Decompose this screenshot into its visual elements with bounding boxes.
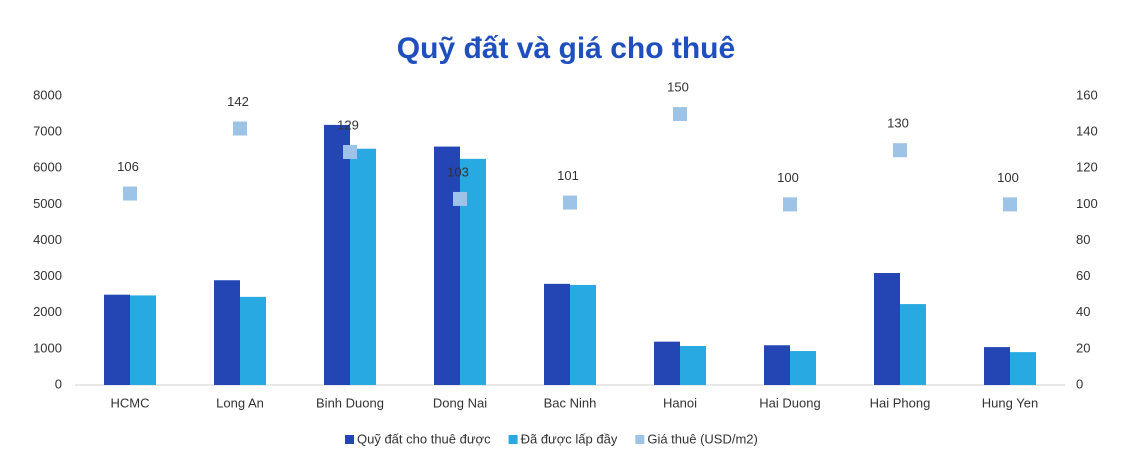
- marker: [343, 144, 357, 159]
- bar: [790, 351, 816, 385]
- y-tick-label: 3000: [33, 268, 62, 283]
- bar: [680, 345, 706, 385]
- y-tick-label: 7000: [33, 124, 62, 139]
- bar: [324, 124, 350, 386]
- data-label: 129: [337, 117, 359, 132]
- marker: [893, 143, 907, 158]
- x-tick-label: Long An: [216, 395, 264, 410]
- bar: [104, 294, 130, 385]
- bar: [544, 283, 570, 385]
- chart-title: Quỹ đất và giá cho thuê: [397, 32, 735, 65]
- marker: [453, 191, 467, 206]
- data-label: 130: [887, 116, 909, 131]
- y-tick-label: 0: [55, 376, 62, 391]
- bar: [130, 295, 156, 385]
- marker: [233, 121, 247, 136]
- marker: [673, 107, 687, 122]
- bar: [764, 345, 790, 385]
- marker: [563, 195, 577, 210]
- y-tick-label: 2000: [33, 304, 62, 319]
- bar: [874, 273, 900, 385]
- x-tick-label: Bac Ninh: [544, 395, 597, 410]
- bar: [350, 148, 376, 385]
- data-label: 101: [557, 168, 579, 183]
- x-tick-label: Hai Phong: [870, 395, 931, 410]
- bar: [984, 347, 1010, 385]
- bar: [434, 146, 460, 385]
- legend-swatch: [635, 435, 645, 444]
- y2-tick-label: 140: [1076, 124, 1098, 139]
- bar: [214, 280, 240, 385]
- legend-swatch: [345, 435, 354, 444]
- y2-tick-label: 120: [1076, 160, 1098, 175]
- y2-tick-label: 0: [1076, 376, 1083, 391]
- data-label: 150: [667, 80, 689, 95]
- bar: [900, 304, 926, 385]
- x-tick-label: Dong Nai: [433, 395, 487, 410]
- y-tick-label: 4000: [33, 232, 62, 247]
- y2-tick-label: 20: [1076, 340, 1090, 355]
- x-tick-label: Binh Duong: [316, 395, 384, 410]
- bar: [570, 284, 596, 385]
- x-tick-label: Hanoi: [663, 395, 697, 410]
- y2-tick-label: 80: [1076, 232, 1090, 247]
- data-label: 106: [117, 159, 139, 174]
- bar: [654, 341, 680, 385]
- marker: [123, 186, 137, 201]
- y2-tick-label: 40: [1076, 304, 1090, 319]
- data-label: 142: [227, 94, 249, 109]
- y2-tick-label: 100: [1076, 196, 1098, 211]
- data-label: 100: [777, 170, 799, 185]
- bar: [1010, 352, 1036, 385]
- x-tick-label: Hai Duong: [759, 395, 820, 410]
- bar: [240, 296, 266, 385]
- x-tick-label: HCMC: [111, 395, 150, 410]
- y2-tick-label: 160: [1076, 87, 1098, 102]
- marker: [783, 197, 797, 212]
- y2-tick-label: 60: [1076, 268, 1090, 283]
- marker: [1003, 197, 1017, 212]
- y-tick-label: 1000: [33, 340, 62, 355]
- y-tick-label: 8000: [33, 87, 62, 102]
- legend-swatch: [508, 435, 518, 444]
- data-label: 100: [997, 170, 1019, 185]
- legend-label: Quỹ đất cho thuê được: [357, 431, 491, 446]
- x-tick-label: Hung Yen: [982, 395, 1038, 410]
- data-label: 103: [447, 164, 469, 179]
- y-tick-label: 5000: [33, 196, 62, 211]
- y-tick-label: 6000: [33, 160, 62, 175]
- legend-label: Đã được lấp đầy: [521, 431, 618, 446]
- legend-label: Giá thuê (USD/m2): [647, 431, 758, 446]
